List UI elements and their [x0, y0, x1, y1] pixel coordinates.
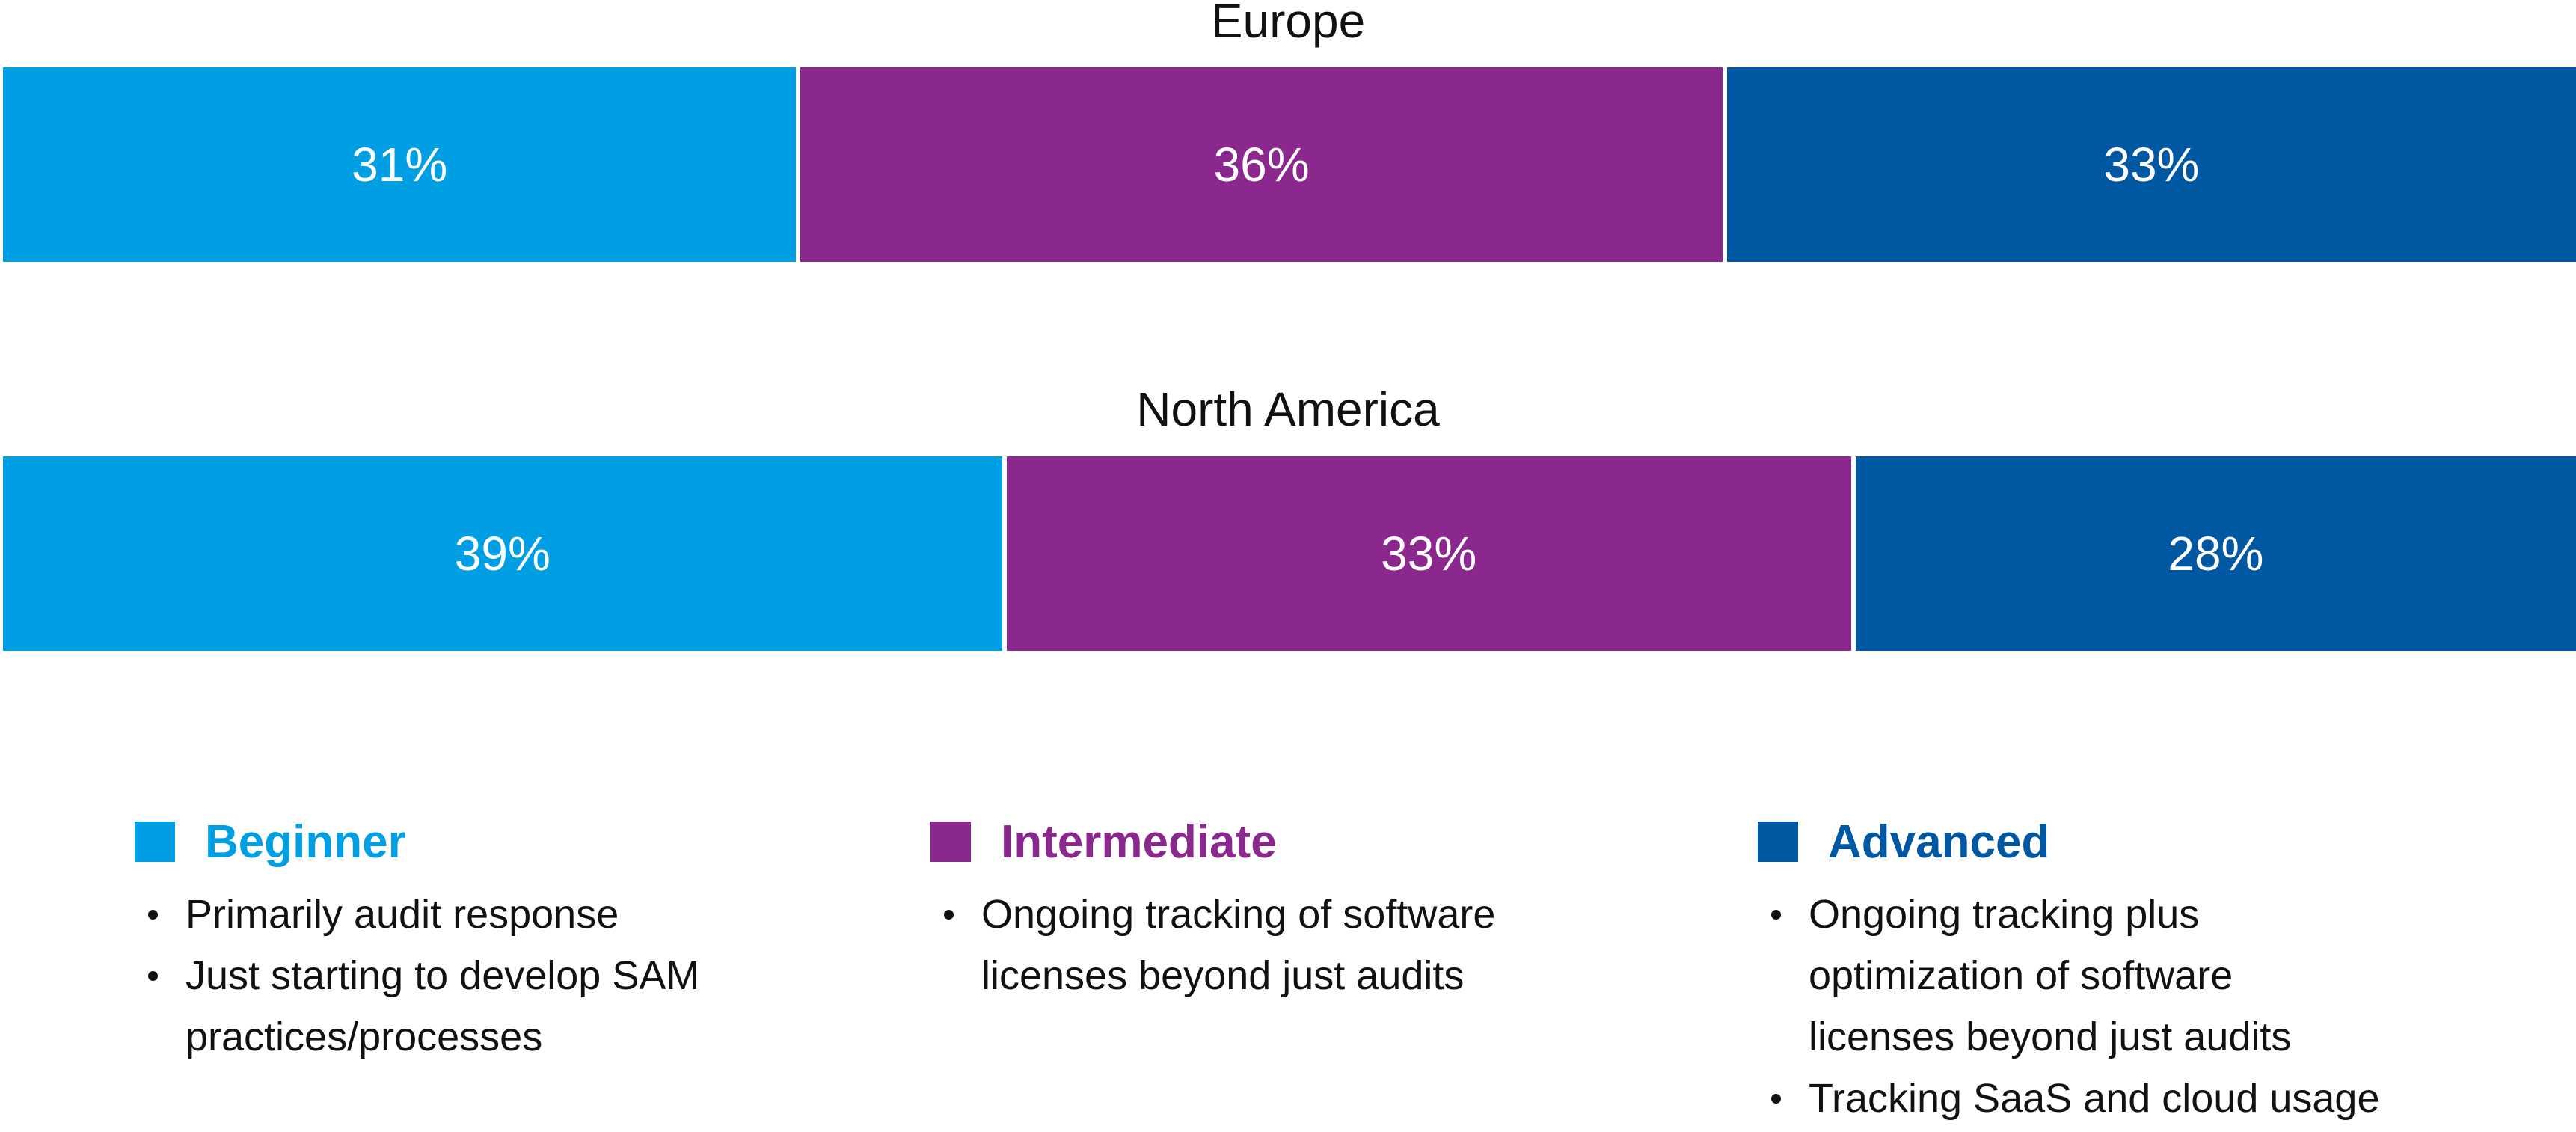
- legend-label-intermediate: Intermediate: [1001, 816, 1277, 868]
- legend-bullet: Just starting to develop SAM practices/p…: [148, 945, 724, 1068]
- legend-bullet: Tracking SaaS and cloud usage: [1771, 1068, 2506, 1129]
- bar-segment-advanced: 28%: [1855, 456, 2576, 651]
- bar-segment-beginner: 39%: [3, 456, 1002, 651]
- legend-bullet: Ongoing tracking of software licenses be…: [944, 884, 1535, 1006]
- legend-label-advanced: Advanced: [1828, 816, 2050, 868]
- region-title-europe: Europe: [1210, 0, 1366, 48]
- legend-advanced: Advanced Ongoing tracking plus optimizat…: [1758, 812, 2506, 1129]
- bar-value-label: 33%: [1381, 527, 1477, 581]
- bar-segment-intermediate: 36%: [800, 67, 1723, 262]
- stacked-bar-europe: 31% 36% 33%: [3, 67, 2576, 262]
- region-title-north-america: North America: [1136, 382, 1440, 436]
- legend-bullets-intermediate: Ongoing tracking of software licenses be…: [930, 884, 1604, 1006]
- legend-label-beginner: Beginner: [205, 816, 406, 868]
- stacked-bar-north-america: 39% 33% 28%: [3, 456, 2576, 651]
- legend-swatch-beginner: [135, 822, 175, 862]
- bar-segment-intermediate: 33%: [1006, 456, 1851, 651]
- legend-swatch-advanced: [1758, 822, 1798, 862]
- legend-bullet: Primarily audit response: [148, 884, 808, 945]
- legend-swatch-intermediate: [930, 822, 971, 862]
- bar-value-label: 28%: [2168, 527, 2264, 581]
- bar-value-label: 31%: [352, 138, 448, 192]
- legend-intermediate: Intermediate Ongoing tracking of softwar…: [930, 812, 1604, 1006]
- bar-value-label: 39%: [454, 527, 551, 581]
- bar-segment-beginner: 31%: [3, 67, 797, 262]
- legend-beginner: Beginner Primarily audit response Just s…: [135, 812, 808, 1068]
- bar-value-label: 36%: [1213, 138, 1310, 192]
- legend-bullet: Ongoing tracking plus optimization of so…: [1771, 884, 2347, 1068]
- legend-bullets-advanced: Ongoing tracking plus optimization of so…: [1758, 884, 2506, 1129]
- legend-bullets-beginner: Primarily audit response Just starting t…: [135, 884, 808, 1068]
- bar-value-label: 33%: [2103, 138, 2200, 192]
- bar-segment-advanced: 33%: [1726, 67, 2576, 262]
